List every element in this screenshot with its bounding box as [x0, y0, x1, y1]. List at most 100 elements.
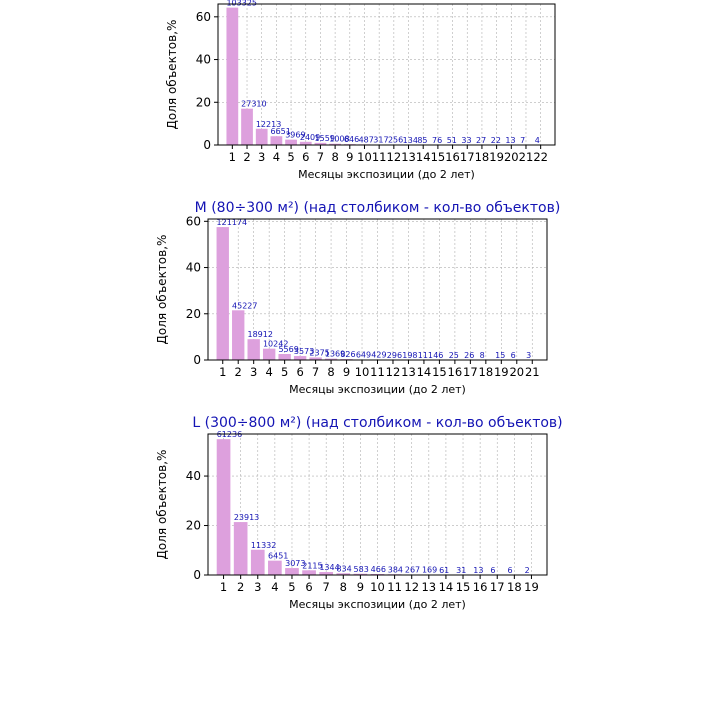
- data-label: 649: [356, 351, 371, 360]
- bar-7: [319, 572, 334, 575]
- data-label: 646: [344, 135, 359, 144]
- x-tick-label: 19: [524, 580, 539, 594]
- data-label: 2375: [309, 348, 329, 357]
- data-label: 6: [490, 566, 495, 575]
- x-tick-label: 17: [463, 365, 478, 379]
- data-label: 317: [373, 136, 388, 145]
- bar-6: [302, 570, 316, 575]
- bar-5: [285, 139, 297, 145]
- chart-title: L (300÷800 м²) (над столбиком - кол-во о…: [192, 415, 562, 431]
- data-label: 1008: [329, 135, 349, 144]
- x-tick-label: 8: [340, 580, 347, 594]
- data-label: 12213: [256, 120, 281, 129]
- x-tick-label: 13: [401, 365, 416, 379]
- data-label: 6: [511, 351, 516, 360]
- x-tick-label: 4: [273, 150, 280, 164]
- data-label: 384: [388, 565, 403, 574]
- data-label: 23913: [234, 513, 259, 522]
- y-tick-label: 40: [186, 261, 201, 275]
- data-label: 8: [480, 351, 485, 360]
- y-tick-label: 40: [196, 53, 211, 67]
- x-tick-label: 13: [401, 150, 416, 164]
- data-label: 1344: [319, 563, 339, 572]
- bar-9: [353, 573, 368, 575]
- x-tick-label: 19: [494, 365, 509, 379]
- x-axis-label: Месяцы экспозиции (до 2 лет): [289, 598, 466, 611]
- data-label: 26: [464, 351, 474, 360]
- data-label: 7: [520, 136, 525, 145]
- data-label: 3: [526, 351, 531, 360]
- data-label: 4: [535, 136, 540, 145]
- x-tick-label: 15: [432, 365, 447, 379]
- data-label: 111: [418, 351, 433, 360]
- x-tick-label: 16: [445, 150, 460, 164]
- y-tick-label: 0: [193, 568, 201, 582]
- data-label: 6451: [268, 552, 288, 561]
- bar-2: [232, 310, 245, 360]
- x-tick-label: 15: [431, 150, 446, 164]
- bar-8: [324, 358, 338, 360]
- bar-7: [309, 357, 322, 360]
- data-label: 13: [505, 136, 515, 145]
- x-tick-label: 17: [490, 580, 505, 594]
- data-label: 27310: [241, 100, 266, 109]
- data-label: 169: [422, 566, 437, 575]
- x-tick-label: 3: [254, 580, 261, 594]
- bar-5: [278, 353, 291, 360]
- data-label: 5569: [278, 345, 298, 354]
- x-tick-label: 5: [288, 580, 295, 594]
- x-tick-label: 10: [370, 580, 385, 594]
- data-label: 3573: [294, 347, 314, 356]
- y-tick-label: 60: [186, 214, 201, 228]
- y-tick-label: 0: [193, 353, 201, 367]
- data-label: 61236: [217, 430, 242, 439]
- x-tick-label: 19: [489, 150, 504, 164]
- x-tick-label: 1: [219, 365, 226, 379]
- bar-7: [314, 142, 327, 145]
- data-label: 46: [433, 351, 443, 360]
- x-tick-label: 14: [439, 580, 454, 594]
- x-tick-label: 9: [343, 365, 350, 379]
- y-axis-label: Доля объектов,%: [155, 235, 169, 345]
- x-tick-label: 2: [235, 365, 242, 379]
- x-tick-label: 15: [456, 580, 471, 594]
- data-label: 267: [405, 566, 420, 575]
- data-label: 6651: [271, 127, 291, 136]
- x-tick-label: 8: [331, 150, 338, 164]
- x-tick-label: 3: [250, 365, 257, 379]
- chart-title: M (80÷300 м²) (над столбиком - кол-во об…: [195, 200, 561, 216]
- bar-3: [250, 549, 265, 575]
- data-label: 121174: [217, 218, 248, 227]
- x-tick-label: 18: [475, 150, 490, 164]
- x-tick-label: 12: [387, 150, 402, 164]
- data-label: 1559: [315, 134, 335, 143]
- x-tick-label: 6: [305, 580, 312, 594]
- data-label: 18912: [248, 330, 273, 339]
- x-tick-label: 22: [533, 150, 548, 164]
- x-tick-label: 12: [386, 365, 401, 379]
- bar-1: [216, 439, 231, 575]
- bar-4: [262, 348, 276, 360]
- data-label: 22: [491, 136, 501, 145]
- data-label: 15: [495, 351, 505, 360]
- data-label: 85: [417, 136, 427, 145]
- data-label: 31: [456, 566, 466, 575]
- data-label: 256: [388, 136, 403, 145]
- data-label: 198: [402, 351, 417, 360]
- chart-2: M (80÷300 м²) (над столбиком - кол-во об…: [155, 200, 560, 396]
- y-tick-label: 20: [186, 307, 201, 321]
- x-tick-label: 20: [504, 150, 519, 164]
- data-label: 6: [508, 566, 513, 575]
- x-tick-label: 7: [323, 580, 330, 594]
- bar-4: [268, 560, 282, 575]
- y-axis-label: Доля объектов,%: [155, 450, 169, 560]
- bar-4: [270, 136, 283, 145]
- x-tick-label: 21: [519, 150, 534, 164]
- x-tick-label: 2: [237, 580, 244, 594]
- x-tick-label: 1: [220, 580, 227, 594]
- x-tick-label: 2: [243, 150, 250, 164]
- x-tick-label: 11: [372, 150, 387, 164]
- data-label: 11332: [251, 541, 276, 550]
- data-label: 33: [461, 136, 471, 145]
